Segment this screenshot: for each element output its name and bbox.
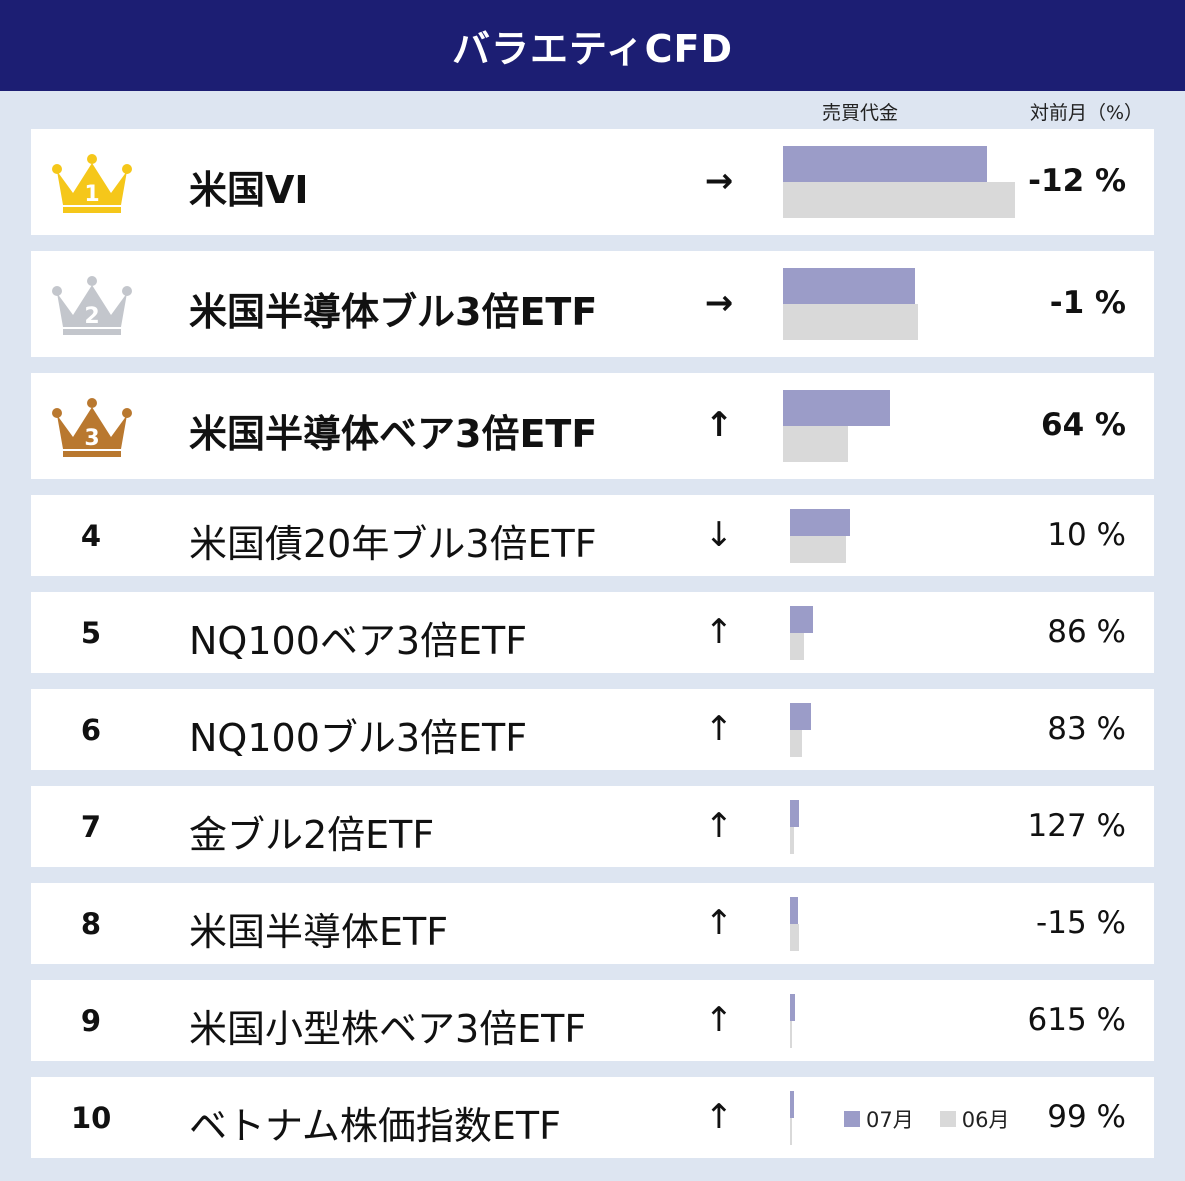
bar-previous [783, 304, 918, 340]
trend-arrow-icon: ↑ [704, 612, 734, 652]
legend-swatch-current [844, 1111, 860, 1127]
mom-percent: 64 % [1041, 407, 1126, 443]
instrument-name: NQ100ブル3倍ETF [189, 716, 528, 760]
bar-previous [790, 1118, 792, 1145]
mom-percent: 615 % [1027, 1002, 1126, 1038]
instrument-name: ベトナム株価指数ETF [189, 1104, 561, 1148]
rank-number: 5 [80, 616, 102, 650]
trend-arrow-icon: ↑ [704, 1097, 734, 1137]
ranking-row: 2 米国半導体ブル3倍ETF → -1 % [31, 251, 1154, 357]
bar-current [790, 897, 798, 924]
silver-crown-icon: 2 [51, 271, 133, 337]
mom-percent: -15 % [1036, 905, 1126, 941]
mom-header: 対前月（%） [1030, 102, 1144, 124]
bar-current [790, 800, 799, 827]
mom-percent: -12 % [1028, 163, 1126, 199]
bar-previous [790, 924, 799, 951]
bar-previous [790, 1021, 792, 1048]
bar-previous [790, 633, 804, 660]
trend-arrow-icon: → [704, 283, 734, 323]
bar-previous [783, 426, 848, 462]
instrument-name: NQ100ベア3倍ETF [189, 619, 528, 663]
bar-current [790, 1091, 794, 1118]
bar-current [783, 268, 915, 304]
bronze-crown-icon: 3 [51, 393, 133, 459]
ranking-row: 3 米国半導体ベア3倍ETF ↑ 64 % [31, 373, 1154, 479]
bar-current [790, 606, 813, 633]
mom-percent: 99 % [1047, 1099, 1126, 1135]
trend-arrow-icon: ↓ [704, 515, 734, 555]
instrument-name: 金ブル2倍ETF [189, 813, 435, 857]
ranking-row: 1 米国VI → -12 % [31, 129, 1154, 235]
legend-label-current: 07月 [866, 1108, 914, 1132]
svg-text:1: 1 [84, 182, 99, 207]
trading-value-header: 売買代金 [822, 102, 899, 124]
mom-percent: 83 % [1047, 711, 1126, 747]
bar-previous [790, 730, 802, 757]
bar-current [790, 994, 795, 1021]
bar-current [783, 390, 890, 426]
bar-current [783, 146, 987, 182]
svg-text:3: 3 [84, 426, 99, 451]
legend-swatch-previous [939, 1111, 956, 1127]
svg-text:2: 2 [84, 304, 99, 329]
legend-label-previous: 06月 [961, 1108, 1010, 1132]
chart-legend: 07月 06月 [844, 1104, 1009, 1134]
instrument-name: 米国小型株ベア3倍ETF [189, 1007, 587, 1051]
rank-number: 7 [80, 810, 102, 844]
gold-crown-icon: 1 [51, 149, 133, 215]
instrument-name: 米国半導体ブル3倍ETF [189, 290, 598, 334]
instrument-name: 米国債20年ブル3倍ETF [189, 522, 597, 566]
mom-percent: 10 % [1047, 517, 1126, 553]
trend-arrow-icon: ↑ [704, 806, 734, 846]
bar-previous [783, 182, 1015, 218]
trend-arrow-icon: ↑ [704, 405, 734, 445]
instrument-name: 米国VI [189, 168, 309, 212]
mom-percent: 86 % [1047, 614, 1126, 650]
bar-current [790, 509, 850, 536]
rank-number: 8 [80, 907, 102, 941]
rank-number: 9 [80, 1004, 102, 1038]
ranking-row: 9 米国小型株ベア3倍ETF ↑ 615 % [31, 980, 1154, 1061]
ranking-row: 10 ベトナム株価指数ETF ↑ 99 % 07月 06月 [31, 1077, 1154, 1158]
mom-percent: -1 % [1049, 285, 1126, 321]
mom-percent: 127 % [1027, 808, 1126, 844]
ranking-row: 6 NQ100ブル3倍ETF ↑ 83 % [31, 689, 1154, 770]
page-title: バラエティCFD [0, 0, 1185, 91]
bar-previous [790, 536, 846, 563]
trend-arrow-icon: → [704, 161, 734, 201]
instrument-name: 米国半導体ベア3倍ETF [189, 412, 598, 456]
bar-previous [790, 827, 794, 854]
ranking-row: 4 米国債20年ブル3倍ETF ↓ 10 % [31, 495, 1154, 576]
rank-number: 4 [80, 519, 102, 553]
trend-arrow-icon: ↑ [704, 903, 734, 943]
bar-current [790, 703, 811, 730]
trend-arrow-icon: ↑ [704, 709, 734, 749]
ranking-row: 8 米国半導体ETF ↑ -15 % [31, 883, 1154, 964]
rank-number: 10 [71, 1101, 112, 1135]
rank-number: 6 [80, 713, 102, 747]
ranking-row: 7 金ブル2倍ETF ↑ 127 % [31, 786, 1154, 867]
trend-arrow-icon: ↑ [704, 1000, 734, 1040]
instrument-name: 米国半導体ETF [189, 910, 449, 954]
ranking-row: 5 NQ100ベア3倍ETF ↑ 86 % [31, 592, 1154, 673]
